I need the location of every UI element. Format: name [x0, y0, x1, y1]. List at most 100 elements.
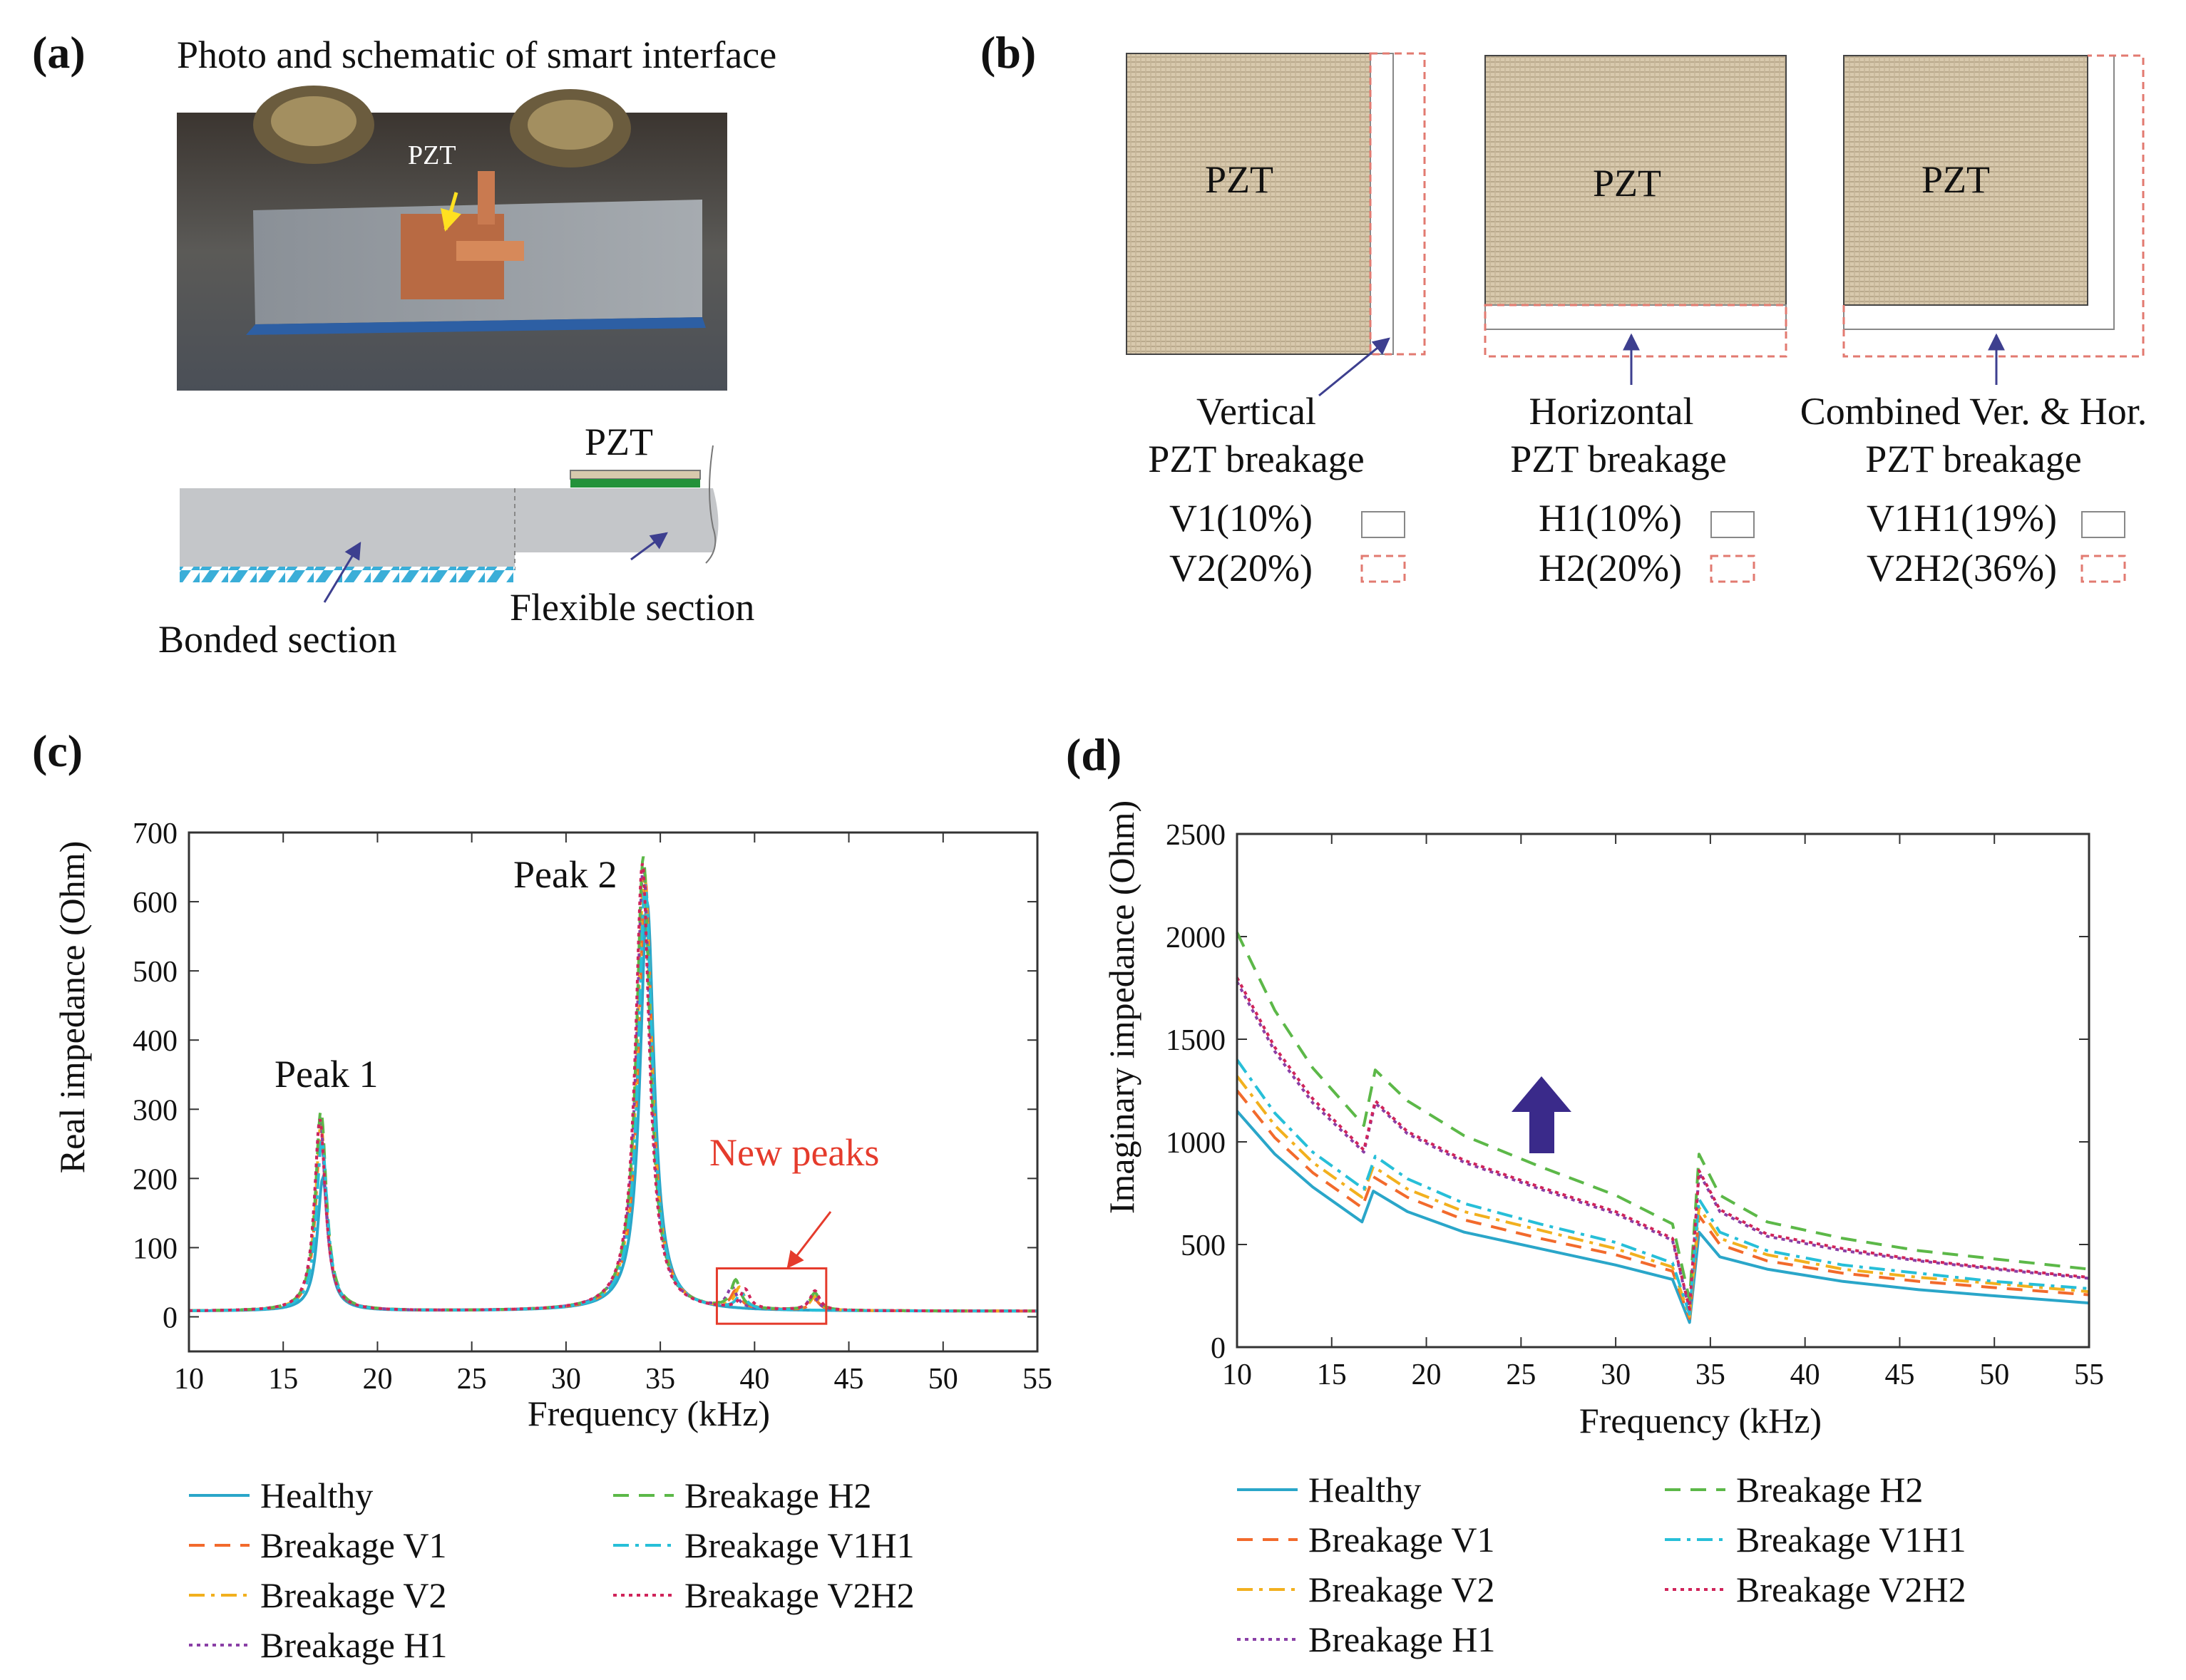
- y-tick-label: 100: [133, 1232, 178, 1265]
- d-series-lines: [1236, 932, 2090, 1324]
- c-line-breakage-v2h2: [189, 863, 1037, 1313]
- panel-b: (b) PZT PZT PZT Vertical PZT: [980, 27, 2147, 589]
- legend-v1: V1(10%): [1169, 497, 1313, 540]
- flexible-section-label: Flexible section: [510, 586, 754, 629]
- y-tick-label: 0: [163, 1302, 178, 1334]
- legend-h1: H1(10%): [1539, 497, 1682, 540]
- interface-schematic: PZT Bonded section Flexible section: [158, 421, 754, 661]
- y-tick-label: 2500: [1166, 819, 1226, 852]
- y-tick-label: 700: [133, 818, 178, 850]
- solid-box-swatch-2: [1710, 511, 1755, 538]
- y-tick-label: 300: [133, 1094, 178, 1127]
- c-legend: Healthy Breakage V1 Breakage V2 Breakage H1…: [189, 1475, 915, 1665]
- peak1-label: Peak 1: [274, 1053, 378, 1096]
- d-legend: Healthy Breakage V1 Breakage V2 Breakage H1…: [1237, 1470, 1966, 1659]
- c-ylabel: Real impedance (Ohm): [52, 841, 92, 1173]
- x-tick-label: 30: [551, 1363, 581, 1396]
- legend-label-breakage-v2h2: Breakage V2H2: [1736, 1570, 1966, 1609]
- legend-label-breakage-v1: Breakage V1: [1308, 1520, 1494, 1560]
- x-tick-label: 15: [1317, 1359, 1347, 1391]
- solid-box-swatch-1: [1361, 511, 1405, 538]
- y-tick-label: 400: [133, 1025, 178, 1058]
- c-xlabel: Frequency (kHz): [528, 1393, 770, 1433]
- pzt-vertical-breakage: PZT: [1126, 52, 1426, 397]
- breakage-group-horizontal: Horizontal PZT breakage H1(10%) H2(20%): [1510, 390, 1755, 589]
- group-title-3: Combined Ver. & Hor.: [1800, 390, 2147, 433]
- x-tick-label: 25: [1506, 1359, 1536, 1391]
- x-tick-label: 25: [457, 1363, 487, 1396]
- x-tick-label: 45: [834, 1363, 864, 1396]
- pzt-text-3: PZT: [1921, 158, 1990, 201]
- x-tick-label: 35: [645, 1363, 675, 1396]
- panel-b-label: (b): [980, 27, 1036, 78]
- c-axis-ticks: 10 15 20 25 30 35 40 45 50 55 0 100 200 300 400 500 600 7…: [133, 818, 1052, 1396]
- legend-label-healthy: Healthy: [1308, 1470, 1421, 1510]
- y-tick-label: 500: [133, 956, 178, 989]
- legend-label-breakage-h2: Breakage H2: [1736, 1470, 1923, 1510]
- legend-h2: H2(20%): [1539, 547, 1682, 589]
- legend-label-breakage-h2: Breakage H2: [684, 1475, 871, 1515]
- d-line-breakage-v2: [1236, 1075, 2090, 1318]
- photo-pzt-label: PZT: [408, 140, 456, 170]
- d-line-breakage-v1h1: [1236, 1058, 2090, 1316]
- legend-label-healthy: Healthy: [260, 1475, 373, 1515]
- x-tick-label: 50: [1979, 1359, 2009, 1391]
- c-line-healthy: [188, 901, 1037, 1313]
- d-ylabel: Imaginary impedance (Ohm): [1102, 800, 1141, 1214]
- y-tick-label: 200: [133, 1163, 178, 1196]
- legend-label-breakage-v1: Breakage V1: [260, 1525, 446, 1565]
- d-xlabel: Frequency (kHz): [1579, 1401, 1822, 1441]
- group-subtitle-1: PZT breakage: [1148, 438, 1364, 480]
- x-tick-label: 45: [1884, 1359, 1914, 1391]
- x-tick-label: 35: [1695, 1359, 1725, 1391]
- x-tick-label: 55: [1022, 1363, 1052, 1396]
- y-tick-label: 500: [1181, 1230, 1226, 1262]
- c-line-breakage-v1h1: [189, 884, 1037, 1313]
- panel-a: (a) Photo and schematic of smart interfa…: [32, 27, 776, 661]
- new-peaks-box: [715, 1267, 828, 1325]
- group-subtitle-3: PZT breakage: [1865, 438, 2081, 480]
- group-subtitle-2: PZT breakage: [1510, 438, 1726, 480]
- panel-c-label: (c): [32, 726, 83, 776]
- breakage-group-combined: Combined Ver. & Hor. PZT breakage V1H1(1…: [1800, 390, 2147, 589]
- up-arrow-icon: [1512, 1076, 1571, 1153]
- peak2-label: Peak 2: [513, 853, 617, 896]
- panel-d-label: (d): [1066, 729, 1122, 780]
- bonded-section-label: Bonded section: [158, 618, 396, 661]
- pzt-horizontal-breakage: PZT: [1484, 55, 1787, 385]
- d-line-breakage-v2h2: [1236, 976, 2090, 1311]
- d-line-breakage-v1: [1236, 1089, 2090, 1320]
- dashed-box-swatch-3: [2080, 555, 2126, 583]
- x-tick-label: 55: [2074, 1359, 2104, 1391]
- panel-a-title: Photo and schematic of smart interface: [177, 34, 776, 76]
- d-line-healthy: [1236, 1110, 2090, 1324]
- solid-box-swatch-3: [2081, 511, 2125, 538]
- legend-label-breakage-v2: Breakage V2: [1308, 1570, 1494, 1609]
- new-peaks-label: New peaks: [709, 1131, 879, 1174]
- legend-v2: V2(20%): [1169, 547, 1313, 589]
- legend-v2h2: V2H2(36%): [1867, 547, 2057, 589]
- d-axis-ticks: 10 15 20 25 30 35 40 45 50 55 0 500 1000 1500 2000 2500: [1166, 819, 2104, 1391]
- x-tick-label: 20: [362, 1363, 392, 1396]
- panel-d: (d) Imaginary impedance (Ohm) Frequency …: [1066, 729, 2104, 1659]
- legend-label-breakage-h1: Breakage H1: [1308, 1619, 1495, 1659]
- panel-a-label: (a): [32, 27, 86, 78]
- x-tick-label: 40: [1790, 1359, 1820, 1391]
- c-series-lines: [188, 856, 1037, 1313]
- c-plot-frame: [188, 831, 1039, 1353]
- x-tick-label: 30: [1601, 1359, 1631, 1391]
- group-title-1: Vertical: [1196, 390, 1316, 433]
- c-annotations: Peak 1 Peak 2 New peaks: [274, 853, 879, 1325]
- legend-label-breakage-v2: Breakage V2: [260, 1575, 446, 1615]
- y-tick-label: 600: [133, 887, 178, 919]
- dashed-box-swatch-2: [1710, 555, 1755, 583]
- pzt-combined-breakage: PZT: [1842, 54, 2145, 385]
- pzt-text-2: PZT: [1593, 162, 1661, 205]
- x-tick-label: 10: [174, 1363, 204, 1396]
- pzt-text-1: PZT: [1205, 158, 1273, 201]
- x-tick-label: 15: [268, 1363, 298, 1396]
- breakage-group-vertical: Vertical PZT breakage V1(10%) V2(20%): [1148, 390, 1406, 589]
- group-title-2: Horizontal: [1529, 390, 1694, 433]
- interface-photo: PZT: [177, 86, 727, 391]
